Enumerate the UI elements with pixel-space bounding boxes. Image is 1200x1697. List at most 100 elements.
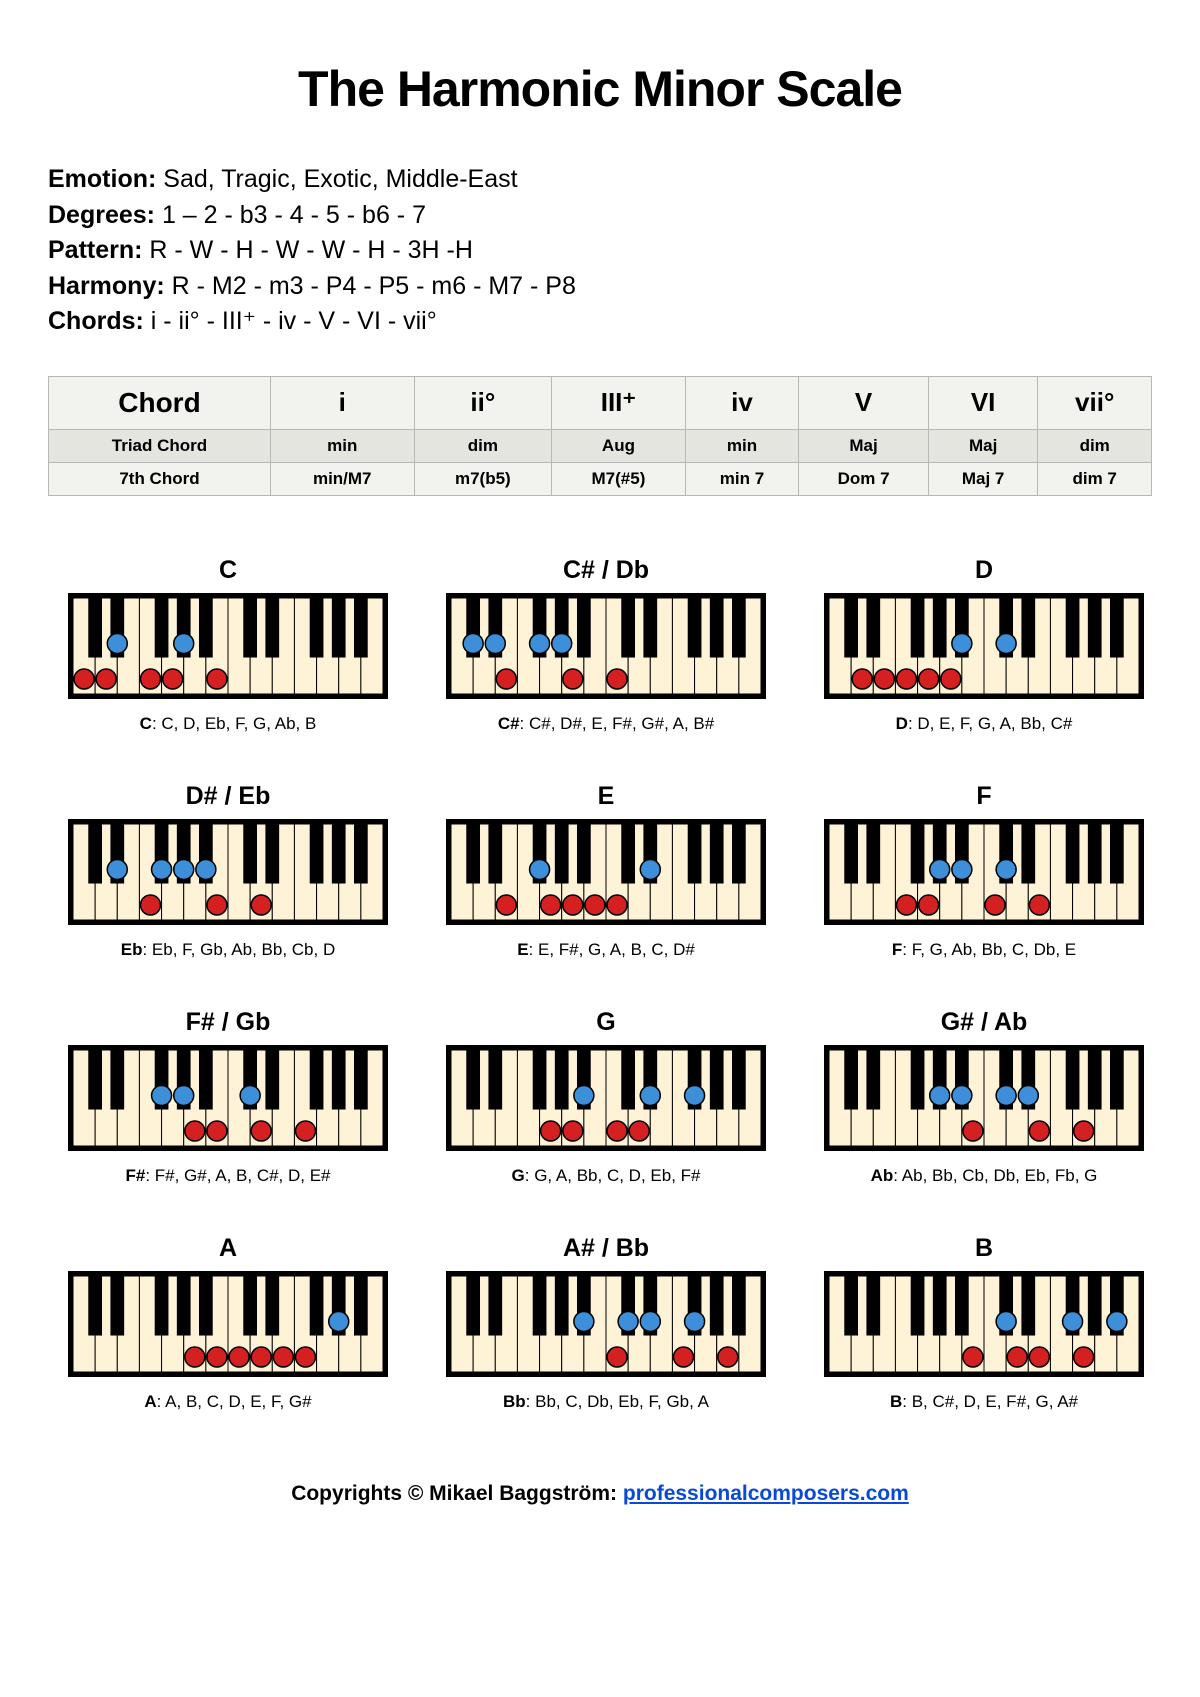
black-key <box>1110 824 1124 884</box>
keyboard-cell: AA: A, B, C, D, E, F, G# <box>68 1234 388 1412</box>
keyboard-title: C# / Db <box>446 556 766 585</box>
black-key <box>155 1276 169 1336</box>
keyboard-title: C <box>68 556 388 585</box>
keyboard-caption: F#: F#, G#, A, B, C#, D, E# <box>68 1166 388 1186</box>
black-key <box>688 598 702 658</box>
keyboard-cell: CC: C, D, Eb, F, G, Ab, B <box>68 556 388 734</box>
scale-dot <box>251 895 271 915</box>
black-key <box>110 1050 124 1110</box>
meta-value: R - W - H - W - W - H - 3H -H <box>149 236 473 264</box>
keyboard-caption: C#: C#, D#, E, F#, G#, A, B# <box>446 714 766 734</box>
keyboard-svg <box>68 1045 388 1151</box>
scale-dot <box>174 633 194 653</box>
keyboard-title: E <box>446 782 766 811</box>
footer-text: Copyrights © Mikael Baggström: <box>291 1482 623 1505</box>
scale-dot <box>852 669 872 689</box>
keyboard-svg <box>68 819 388 925</box>
black-key <box>466 1050 480 1110</box>
scale-dot <box>1029 895 1049 915</box>
keyboard-cell: D# / EbEb: Eb, F, Gb, Ab, Bb, Cb, D <box>68 782 388 960</box>
keyboard-svg <box>446 1271 766 1377</box>
scale-dot <box>496 669 516 689</box>
black-key <box>243 1276 257 1336</box>
black-key <box>1110 598 1124 658</box>
black-key <box>1088 598 1102 658</box>
black-key <box>332 598 346 658</box>
black-key <box>354 598 368 658</box>
black-key <box>199 1276 213 1336</box>
black-key <box>621 824 635 884</box>
black-key <box>621 598 635 658</box>
chord-cell: M7(#5) <box>552 462 686 495</box>
scale-dot <box>897 669 917 689</box>
keyboard-svg <box>446 593 766 699</box>
chord-cell: Maj 7 <box>928 462 1038 495</box>
scale-dot <box>463 633 483 653</box>
scale-dot <box>674 1347 694 1367</box>
keyboard-caption: F: F, G, Ab, Bb, C, Db, E <box>824 940 1144 960</box>
black-key <box>310 598 324 658</box>
caption-root: G <box>512 1166 525 1185</box>
keyboard-caption: E: E, F#, G, A, B, C, D# <box>446 940 766 960</box>
keyboard-caption: B: B, C#, D, E, F#, G, A# <box>824 1392 1144 1412</box>
keyboard-title: F# / Gb <box>68 1008 388 1037</box>
meta-line: Harmony: R - M2 - m3 - P4 - P5 - m6 - M7… <box>48 269 1152 305</box>
black-key <box>710 1276 724 1336</box>
scale-dot <box>996 1311 1016 1331</box>
meta-label: Chords: <box>48 307 151 335</box>
keyboard-title: D <box>824 556 1144 585</box>
black-key <box>911 824 925 884</box>
keyboard-title: A <box>68 1234 388 1263</box>
scale-dot <box>207 1347 227 1367</box>
scale-dot <box>552 633 572 653</box>
scale-dot <box>996 1085 1016 1105</box>
keyboard-title: G <box>446 1008 766 1037</box>
footer-link[interactable]: professionalcomposers.com <box>623 1482 909 1505</box>
black-key <box>466 824 480 884</box>
black-key <box>866 1050 880 1110</box>
scale-dot <box>563 669 583 689</box>
black-key <box>1088 1050 1102 1110</box>
keyboard-cell: FF: F, G, Ab, Bb, C, Db, E <box>824 782 1144 960</box>
keyboard-caption: Bb: Bb, C, Db, Eb, F, Gb, A <box>446 1392 766 1412</box>
black-key <box>1088 1276 1102 1336</box>
scale-dot <box>607 669 627 689</box>
scale-dot <box>107 633 127 653</box>
black-key <box>1066 1050 1080 1110</box>
chord-cell: Triad Chord <box>49 429 271 462</box>
chord-cell: Aug <box>552 429 686 462</box>
scale-dot <box>141 669 161 689</box>
chord-cell: Maj <box>799 429 929 462</box>
black-key <box>933 598 947 658</box>
black-key <box>911 1276 925 1336</box>
black-key <box>911 598 925 658</box>
black-key <box>488 1276 502 1336</box>
meta-line: Emotion: Sad, Tragic, Exotic, Middle-Eas… <box>48 162 1152 198</box>
chord-header-cell: i <box>270 376 414 429</box>
scale-dot <box>251 1347 271 1367</box>
black-key <box>844 1050 858 1110</box>
scale-dot <box>207 669 227 689</box>
keyboard-svg <box>824 819 1144 925</box>
scale-dot <box>607 1121 627 1141</box>
keyboard-svg <box>446 819 766 925</box>
scale-dot <box>574 1085 594 1105</box>
scale-dot <box>207 895 227 915</box>
keyboard-caption: G: G, A, Bb, C, D, Eb, F# <box>446 1166 766 1186</box>
chord-header-cell: VI <box>928 376 1038 429</box>
scale-dot <box>185 1347 205 1367</box>
black-key <box>621 1050 635 1110</box>
meta-block: Emotion: Sad, Tragic, Exotic, Middle-Eas… <box>48 162 1152 340</box>
black-key <box>155 598 169 658</box>
chord-cell: min <box>685 429 799 462</box>
black-key <box>332 824 346 884</box>
black-key <box>88 1276 102 1336</box>
scale-dot <box>496 895 516 915</box>
scale-dot <box>152 1085 172 1105</box>
black-key <box>533 1276 547 1336</box>
meta-value: R - M2 - m3 - P4 - P5 - m6 - M7 - P8 <box>172 272 576 300</box>
meta-label: Harmony: <box>48 272 172 300</box>
keyboard-svg <box>68 593 388 699</box>
scale-dot <box>563 1121 583 1141</box>
black-key <box>577 598 591 658</box>
